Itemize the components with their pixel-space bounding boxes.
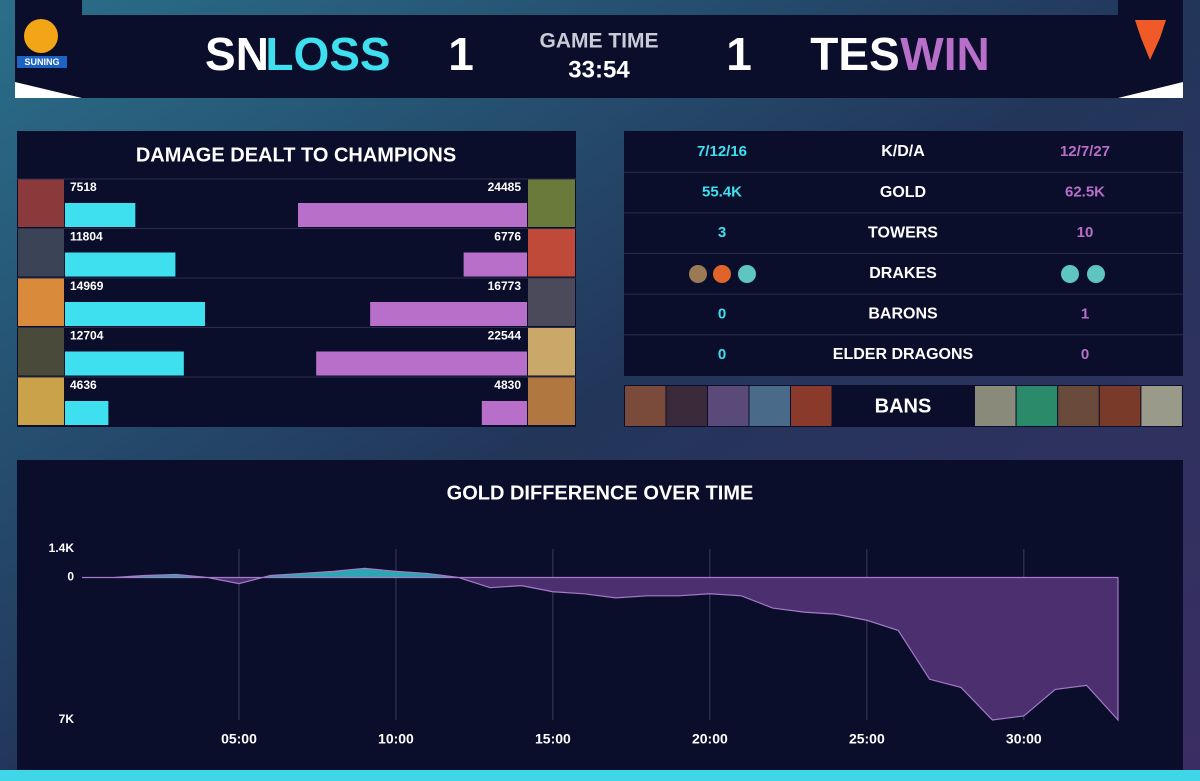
damage-bar-right (298, 203, 527, 227)
champion-portrait (18, 228, 64, 277)
team-right: TES (810, 28, 899, 80)
y-tick-label: 7K (59, 712, 75, 726)
drake-icon (689, 265, 707, 283)
damage-value-right: 24485 (488, 180, 522, 194)
x-tick-label: 15:00 (535, 731, 571, 747)
result-left: LOSS (265, 28, 390, 80)
gold-area (82, 567, 1119, 722)
damage-value-right: 6776 (494, 230, 521, 244)
damage-bar-left (65, 401, 109, 425)
champion-portrait (528, 278, 575, 326)
champion-portrait (18, 327, 64, 376)
stat-right: 0 (1081, 346, 1089, 363)
drake-icon (713, 265, 731, 283)
logo-left-plate (17, 56, 67, 68)
damage-panel (17, 131, 576, 427)
y-tick-label: 1.4K (49, 541, 75, 555)
drake-icon (1087, 265, 1105, 283)
ban-portrait (625, 386, 666, 426)
ban-portrait (791, 386, 832, 426)
gold-chart: 05:00 10:00 15:00 20:00 25:00 30:00 1.4K 0 7K (49, 541, 1119, 747)
stat-label: DRAKES (869, 265, 937, 282)
ban-portrait (975, 386, 1016, 426)
y-tick-label: 0 (67, 570, 74, 584)
stat-left: 0 (718, 346, 726, 363)
damage-bar-left (65, 302, 206, 326)
damage-rows: 7518 24485 11804 6776 14969 16773 12704 22544 46… (17, 178, 576, 425)
logo-left-accent (15, 82, 82, 98)
stat-right: 62.5K (1065, 184, 1105, 201)
result-right: WIN (900, 28, 989, 80)
logo-left-icon (24, 19, 58, 53)
damage-value-left: 7518 (70, 180, 97, 194)
stat-label: K/D/A (881, 143, 925, 160)
damage-bar-left (65, 252, 176, 277)
logo-right-icon (1135, 20, 1166, 60)
ban-portrait (1058, 386, 1099, 426)
team-left: SN (205, 28, 269, 80)
stat-label: ELDER DRAGONS (833, 346, 974, 363)
stat-label: GOLD (880, 184, 926, 201)
x-tick-label: 10:00 (378, 731, 414, 747)
ban-portrait (1016, 386, 1058, 426)
ban-portraits (625, 386, 1182, 426)
logo-left-text: SUNING (24, 57, 59, 67)
bottom-strip (0, 770, 1200, 781)
damage-value-left: 4636 (70, 378, 97, 392)
damage-value-right: 4830 (494, 378, 521, 392)
score-right: 1 (726, 28, 752, 80)
game-time-label: GAME TIME (540, 30, 659, 53)
damage-value-left: 14969 (70, 279, 104, 293)
x-tick-label: 20:00 (692, 731, 728, 747)
stat-left: 7/12/16 (697, 143, 747, 160)
damage-bar-right (370, 302, 527, 326)
ban-portrait (666, 386, 707, 426)
damage-value-left: 12704 (70, 329, 104, 343)
x-tick-label: 25:00 (849, 731, 885, 747)
ban-portrait (1099, 386, 1141, 426)
damage-bar-right (481, 401, 527, 425)
stat-right: 12/7/27 (1060, 143, 1110, 160)
game-time: 33:54 (568, 56, 630, 83)
champion-portrait (528, 228, 575, 277)
damage-bar-left (65, 351, 184, 376)
stats-rows: K/D/A 7/12/16 12/7/27 GOLD 55.4K 62.5K TOWERS 3… (624, 143, 1183, 363)
champion-portrait (18, 278, 64, 326)
champion-portrait (528, 179, 575, 227)
ban-portrait (708, 386, 749, 426)
champion-portrait (18, 377, 64, 425)
stat-left: 0 (718, 305, 726, 322)
damage-bar-left (65, 203, 136, 227)
x-tick-label: 30:00 (1006, 731, 1042, 747)
champion-portrait (18, 179, 64, 227)
drake-icon (1061, 265, 1079, 283)
gold-title: GOLD DIFFERENCE OVER TIME (447, 482, 754, 504)
damage-bar-right (316, 351, 527, 376)
bans-label: BANS (875, 395, 932, 417)
damage-value-right: 22544 (488, 329, 522, 343)
damage-value-right: 16773 (488, 279, 522, 293)
drake-icon (738, 265, 756, 283)
ban-portrait (1141, 386, 1182, 426)
champion-portrait (528, 327, 575, 376)
stat-label: BARONS (868, 306, 938, 323)
damage-value-left: 11804 (70, 230, 103, 244)
x-tick-label: 05:00 (221, 731, 257, 747)
stat-label: TOWERS (868, 224, 938, 241)
ban-portrait (749, 386, 790, 426)
score-left: 1 (448, 28, 474, 80)
damage-title: DAMAGE DEALT TO CHAMPIONS (136, 144, 456, 166)
damage-bar-right (463, 252, 527, 277)
drake-icons (689, 265, 1105, 283)
logo-right-accent (1118, 82, 1183, 98)
stat-right: 10 (1077, 224, 1094, 241)
stat-left: 55.4K (702, 184, 742, 201)
champion-portrait (528, 377, 575, 425)
stat-right: 1 (1081, 305, 1089, 322)
stat-left: 3 (718, 224, 726, 241)
header-bar (82, 15, 1118, 98)
